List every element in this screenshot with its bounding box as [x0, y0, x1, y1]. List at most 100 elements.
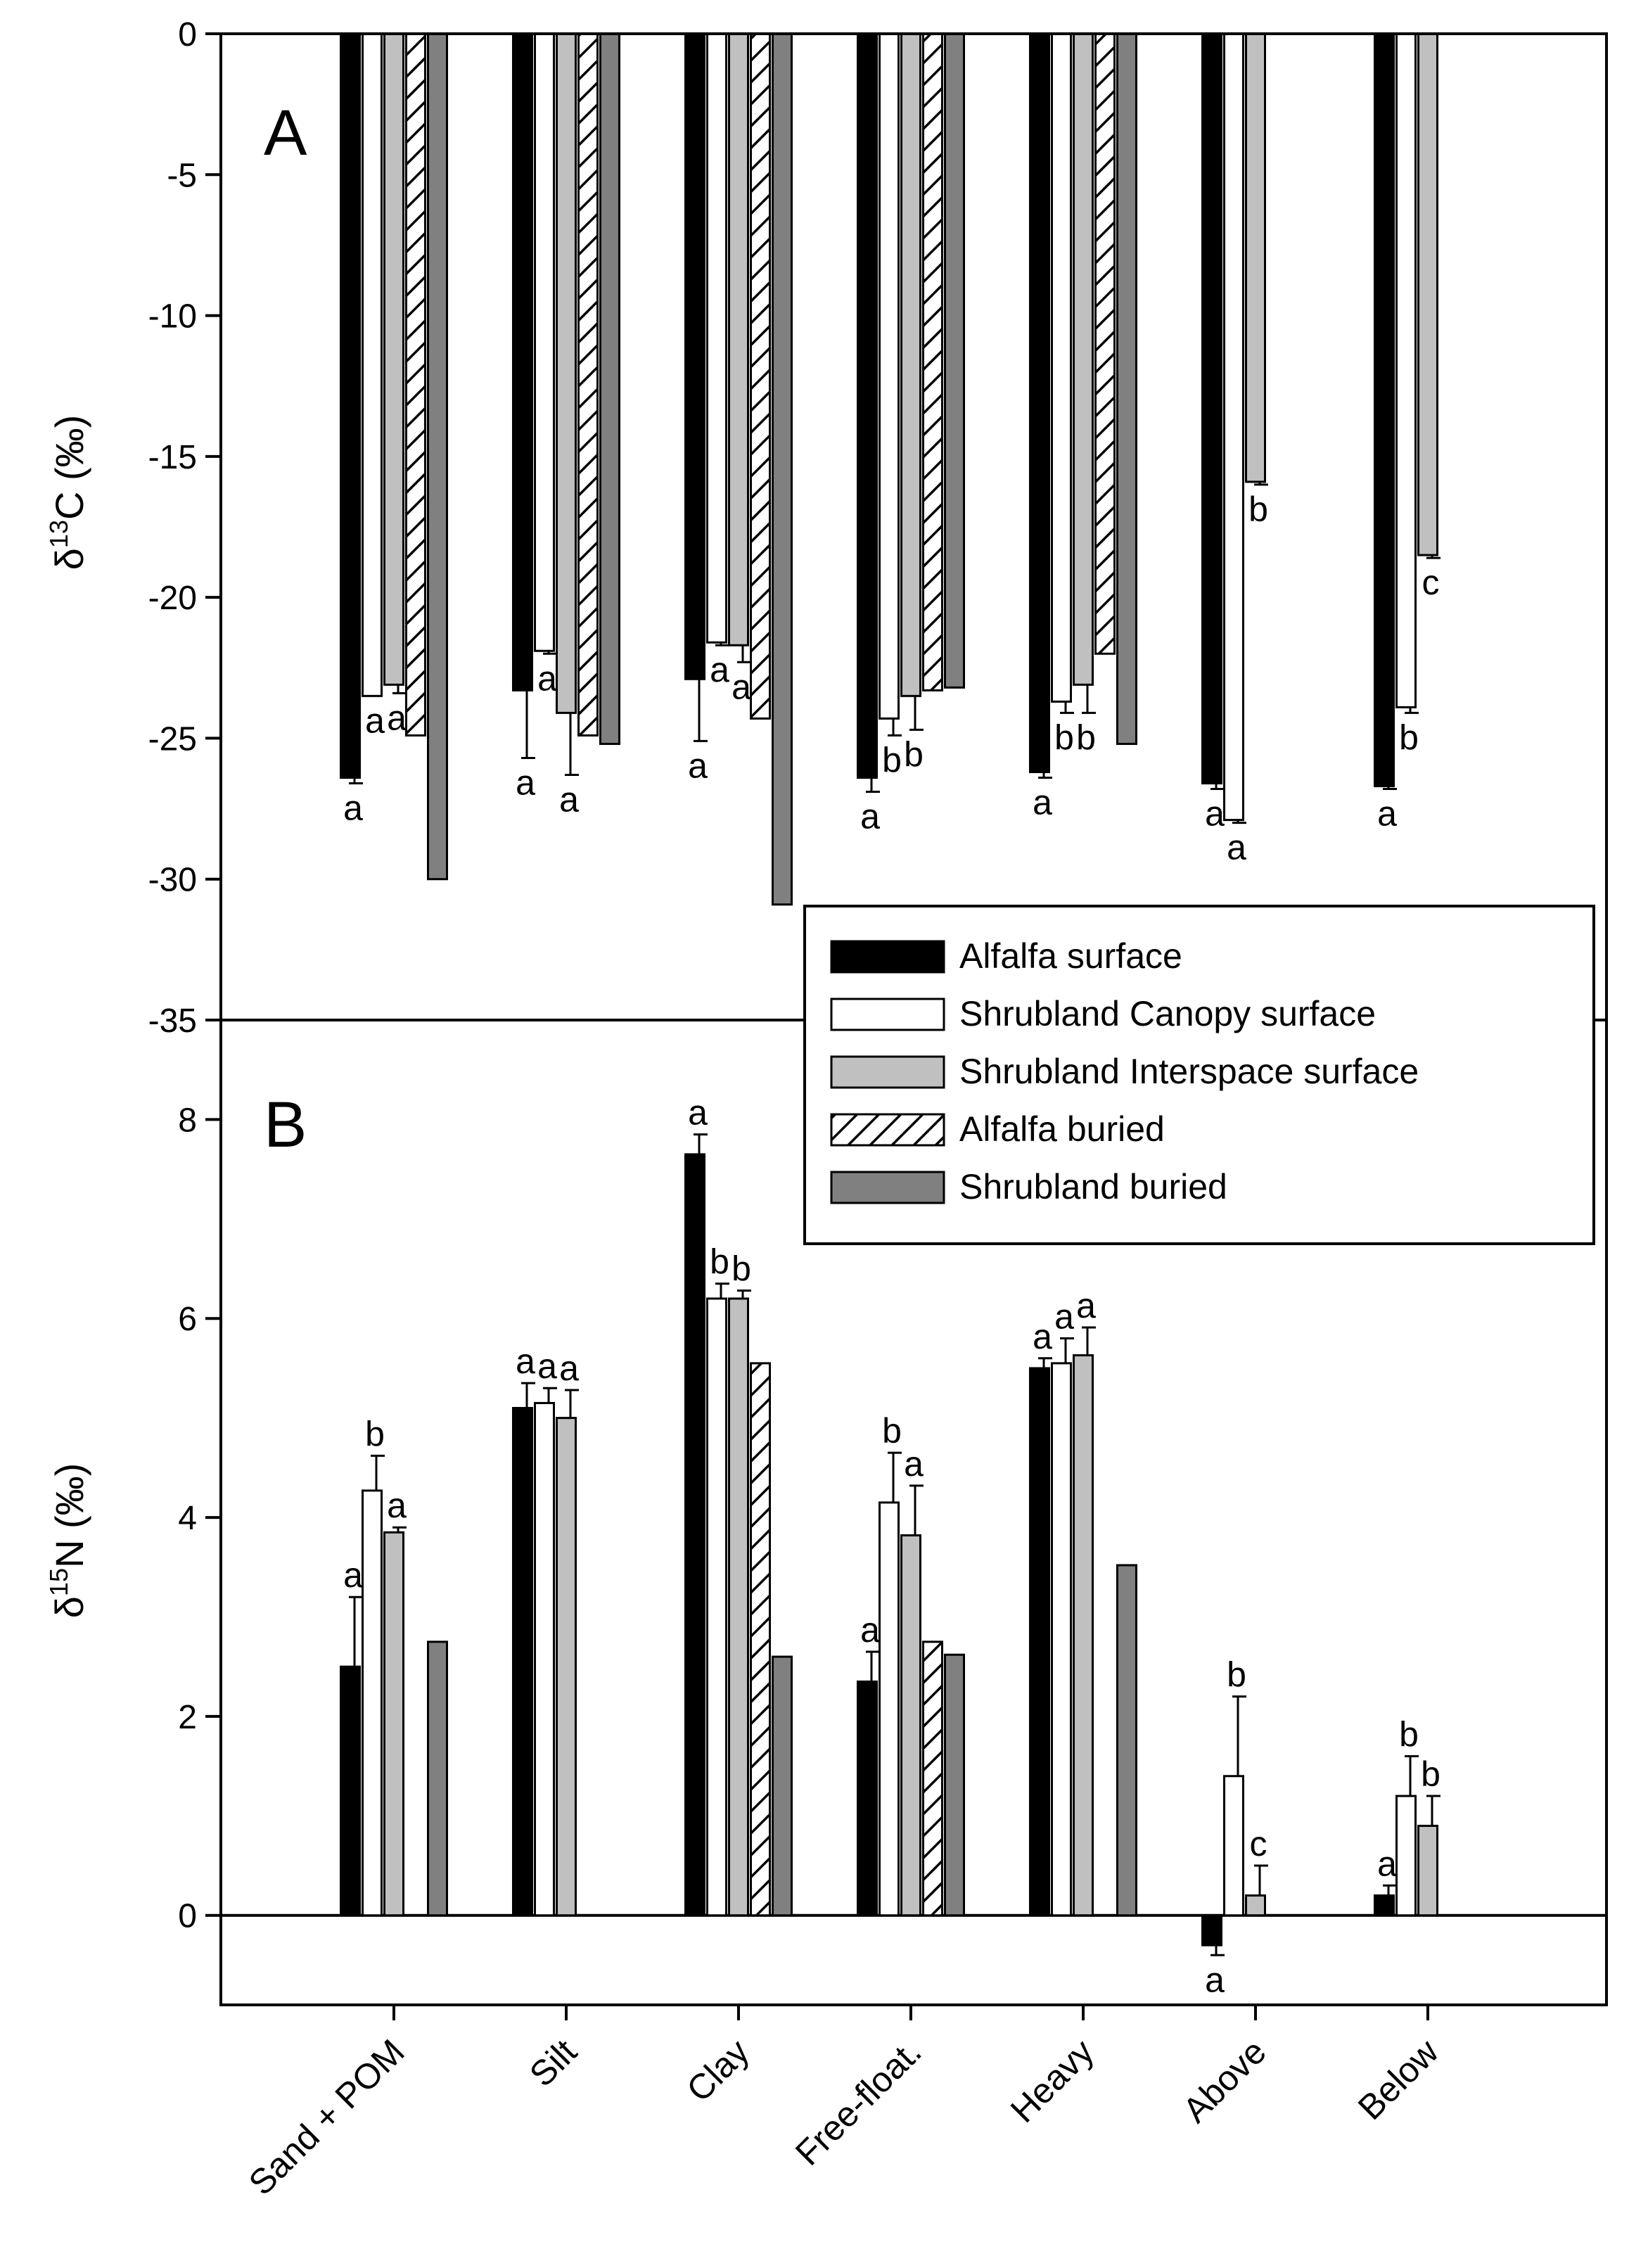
bar-a-6-0	[1374, 32, 1395, 788]
bar-b-6-1	[1395, 1795, 1417, 1917]
sig-letter-a-4-1: b	[1054, 718, 1074, 757]
panel-a-y-tick-label: -25	[148, 720, 197, 758]
sig-letter-a-0-2: a	[387, 698, 407, 737]
sig-letter-b-4-1: a	[1054, 1297, 1074, 1337]
x-tick-label: Sand + POM	[241, 2032, 412, 2203]
bar-a-2-1	[706, 32, 727, 644]
bar-a-3-0	[857, 32, 878, 779]
bar-a-5-1	[1223, 32, 1244, 822]
panel-a-y-tick-label: -35	[148, 1002, 197, 1040]
sig-letter-b-1-1: a	[537, 1346, 557, 1386]
sig-letter-b-2-1: b	[710, 1242, 729, 1282]
sig-letter-b-2-2: b	[732, 1249, 751, 1289]
sig-letter-a-0-0: a	[343, 789, 363, 828]
panel-a-letter: A	[264, 97, 307, 169]
sig-letter-a-6-1: b	[1399, 718, 1419, 757]
bar-b-0-4	[427, 1641, 448, 1917]
bar-a-3-4	[944, 32, 965, 689]
sig-letter-a-2-1: a	[710, 650, 729, 689]
sig-letter-b-2-0: a	[688, 1093, 708, 1133]
legend-swatch	[830, 1113, 945, 1147]
bar-a-2-2	[728, 32, 749, 646]
bar-a-0-0	[340, 32, 361, 779]
sig-letter-b-6-2: b	[1421, 1754, 1440, 1794]
sig-letter-a-1-1: a	[537, 658, 557, 698]
bar-b-1-1	[534, 1401, 555, 1917]
bar-a-3-2	[900, 32, 921, 697]
bar-a-3-1	[879, 32, 900, 720]
sig-letter-b-0-2: a	[387, 1486, 407, 1525]
bar-a-6-1	[1395, 32, 1417, 708]
sig-letter-a-0-1: a	[365, 701, 385, 740]
legend-label: Alfalfa surface	[959, 936, 1182, 976]
bar-a-4-0	[1029, 32, 1050, 773]
bar-a-2-0	[684, 32, 705, 680]
bar-b-3-0	[857, 1680, 878, 1917]
bar-b-2-1	[706, 1297, 727, 1917]
bar-a-1-2	[556, 32, 577, 714]
bar-b-0-2	[383, 1531, 404, 1917]
panel-a-y-tick-label: -15	[148, 439, 197, 476]
panel-a-y-tick-label: -5	[167, 157, 197, 194]
bar-b-3-3	[922, 1641, 943, 1917]
x-tick-label: Heavy	[1003, 2032, 1101, 2130]
panel-a-y-tick-label: -10	[148, 298, 197, 336]
bar-a-2-4	[772, 32, 793, 906]
legend-label: Shrubland buried	[959, 1167, 1227, 1206]
panel-a-y-tick-label: -20	[148, 580, 197, 617]
sig-letter-a-5-0: a	[1205, 794, 1225, 834]
bar-b-2-2	[728, 1297, 749, 1917]
legend: Alfalfa surface Shrubland Canopy surface S…	[803, 905, 1595, 1245]
panel-b-y-axis: 0 2 4 6 8	[178, 1102, 221, 1935]
sig-letter-a-2-2: a	[732, 667, 751, 706]
sig-letter-a-5-2: b	[1248, 490, 1268, 529]
sig-letter-a-4-2: b	[1076, 718, 1096, 757]
bar-b-1-2	[556, 1417, 577, 1917]
bar-b-2-3	[750, 1362, 771, 1917]
bar-a-1-0	[512, 32, 533, 692]
bar-a-4-1	[1051, 32, 1072, 703]
bar-b-6-2	[1417, 1824, 1438, 1917]
sig-letter-a-1-0: a	[516, 763, 535, 802]
bar-b-0-1	[362, 1489, 383, 1917]
sig-letter-b-3-2: a	[904, 1444, 924, 1484]
bar-a-0-3	[405, 32, 426, 737]
bar-a-0-2	[383, 32, 404, 686]
panel-a-y-tick-label: 0	[178, 16, 197, 53]
bar-a-0-4	[427, 32, 448, 881]
sig-letter-a-3-1: b	[882, 740, 902, 779]
sig-letter-b-6-1: b	[1399, 1714, 1419, 1754]
x-tick-label: Clay	[679, 2032, 756, 2109]
sig-letter-b-1-2: a	[559, 1349, 579, 1388]
bar-a-1-4	[599, 32, 620, 745]
sig-letter-a-3-2: b	[904, 734, 924, 774]
bar-b-2-0	[684, 1153, 705, 1917]
bar-a-6-2	[1417, 32, 1438, 556]
bar-a-1-3	[577, 32, 599, 737]
panel-b-y-tick-label: 2	[178, 1699, 197, 1736]
sig-letter-b-3-0: a	[860, 1610, 880, 1650]
sig-letter-a-6-2: c	[1422, 563, 1440, 602]
x-tick-label: Free-float.	[788, 2032, 929, 2173]
panel-b-letter: B	[264, 1089, 307, 1161]
bar-b-4-2	[1073, 1354, 1094, 1917]
legend-swatch	[830, 998, 945, 1031]
bar-a-1-1	[534, 32, 555, 652]
bar-a-0-1	[362, 32, 383, 697]
legend-label: Shrubland Canopy surface	[959, 994, 1376, 1033]
sig-letter-a-5-1: a	[1227, 828, 1246, 867]
bar-a-4-3	[1094, 32, 1116, 655]
panel-a-y-axis-title: δ13C (‰)	[44, 415, 91, 571]
legend-label: Shrubland Interspace surface	[959, 1052, 1419, 1091]
bar-b-4-4	[1116, 1564, 1137, 1917]
bar-b-5-0	[1201, 1914, 1222, 1947]
bar-b-4-1	[1051, 1362, 1072, 1917]
sig-letter-b-6-0: a	[1377, 1844, 1397, 1883]
sig-letter-a-3-0: a	[860, 797, 880, 836]
bar-a-4-2	[1073, 32, 1094, 686]
legend-swatch	[830, 1055, 945, 1089]
bar-a-3-3	[922, 32, 943, 692]
bar-b-5-2	[1245, 1894, 1266, 1917]
